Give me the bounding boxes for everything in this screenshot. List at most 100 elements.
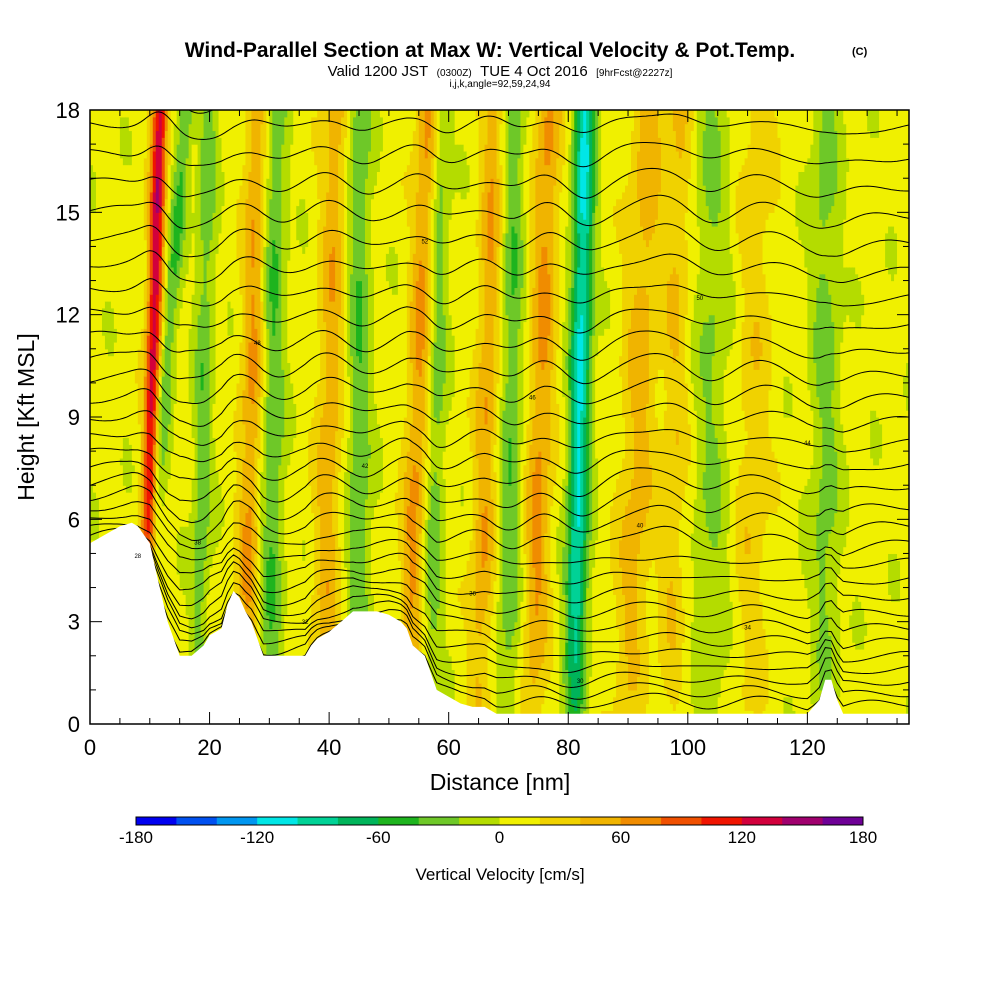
velocity-cell — [888, 553, 892, 595]
velocity-cell — [424, 519, 429, 616]
velocity-cell — [547, 683, 551, 724]
velocity-cell — [565, 355, 569, 370]
velocity-cell — [305, 212, 309, 248]
velocity-cell — [275, 110, 279, 254]
velocity-cell — [502, 232, 507, 411]
velocity-cell — [296, 110, 300, 207]
velocity-cell — [326, 191, 330, 582]
velocity-cell — [580, 314, 584, 411]
velocity-cell — [212, 403, 217, 439]
velocity-cell — [164, 130, 169, 200]
velocity-cell — [613, 594, 617, 698]
velocity-cell — [903, 376, 907, 398]
velocity-cell — [472, 110, 477, 350]
velocity-cell — [631, 110, 635, 132]
valid-prefix: Valid 1200 JST — [328, 63, 429, 80]
velocity-cell — [107, 355, 112, 630]
velocity-cell — [699, 376, 704, 724]
velocity-cell — [221, 171, 226, 207]
velocity-cell — [553, 185, 557, 486]
velocity-cell — [505, 110, 510, 234]
velocity-cell — [167, 478, 172, 724]
velocity-cell — [595, 457, 599, 541]
velocity-cell — [906, 110, 909, 364]
velocity-cell — [762, 232, 767, 275]
velocity-cell — [341, 110, 345, 118]
velocity-cell — [484, 560, 489, 609]
velocity-cell — [499, 123, 504, 166]
isentrope-line — [90, 329, 909, 361]
velocity-cell — [571, 130, 575, 288]
velocity-cell — [765, 110, 770, 220]
velocity-cell — [675, 430, 680, 445]
velocity-cell — [708, 110, 713, 220]
plot-area: 28 30 32 34 36 38 40 42 44 46 48 50 52 — [90, 110, 909, 724]
velocity-cell — [478, 683, 483, 724]
velocity-cell — [681, 498, 686, 609]
velocity-cell — [394, 492, 399, 514]
velocity-cell — [634, 689, 638, 724]
velocity-cell — [314, 110, 318, 118]
velocity-cell — [379, 437, 384, 493]
velocity-cell — [418, 260, 423, 377]
velocity-cell — [266, 396, 270, 561]
velocity-cell — [571, 335, 575, 527]
velocity-cell — [714, 546, 719, 724]
velocity-cell — [538, 669, 542, 718]
velocity-cell — [260, 110, 264, 125]
velocity-cell — [666, 696, 671, 724]
velocity-cell — [341, 116, 345, 439]
velocity-cell — [185, 526, 190, 616]
velocity-cell — [320, 417, 324, 643]
velocity-cell — [394, 294, 399, 493]
isentrope-labels: 28 30 32 34 36 38 40 42 44 46 48 50 52 — [134, 240, 811, 685]
velocity-cell — [777, 471, 782, 507]
velocity-cell — [161, 137, 166, 207]
velocity-cell — [520, 601, 525, 677]
velocity-cell — [702, 396, 707, 473]
velocity-cell — [230, 307, 235, 336]
velocity-cell — [714, 225, 719, 439]
colorbar-label: Vertical Velocity [cm/s] — [415, 865, 584, 884]
velocity-cell — [505, 314, 510, 384]
velocity-cell — [454, 110, 459, 145]
velocity-cell — [855, 328, 859, 595]
velocity-cell — [810, 110, 814, 145]
velocity-cell — [200, 137, 205, 241]
velocity-cell — [427, 110, 432, 138]
velocity-cell — [864, 621, 868, 636]
velocity-cell — [535, 157, 539, 459]
velocity-cell — [711, 546, 716, 724]
velocity-cell — [269, 266, 273, 302]
velocity-cell — [475, 219, 480, 248]
isentrope-line — [90, 368, 909, 410]
velocity-cell — [95, 110, 100, 500]
velocity-cell — [702, 471, 707, 500]
velocity-cell — [604, 110, 608, 282]
velocity-cell — [281, 144, 285, 370]
velocity-cell — [544, 164, 548, 248]
velocity-cell — [903, 110, 907, 377]
velocity-cell — [619, 355, 623, 377]
velocity-cell — [828, 212, 832, 295]
velocity-cell — [475, 457, 480, 520]
velocity-cell — [239, 498, 244, 616]
velocity-cell — [376, 423, 381, 500]
velocity-cell — [269, 110, 273, 200]
velocity-cell — [287, 464, 291, 705]
velocity-cell — [185, 273, 190, 527]
y-tick-labels: 0 3 6 9 12 15 18 — [56, 98, 80, 737]
velocity-cell — [92, 171, 97, 213]
colorbar-segment — [337, 817, 379, 825]
velocity-cell — [436, 485, 441, 609]
velocity-cell — [484, 110, 489, 145]
velocity-cell — [119, 157, 124, 459]
velocity-cell — [532, 362, 536, 418]
velocity-cell — [672, 266, 677, 364]
velocity-cell — [152, 369, 157, 411]
velocity-cell — [406, 260, 411, 452]
velocity-cell — [705, 205, 710, 323]
velocity-cell — [332, 532, 336, 630]
velocity-cell — [705, 526, 710, 724]
velocity-cell — [194, 348, 199, 404]
